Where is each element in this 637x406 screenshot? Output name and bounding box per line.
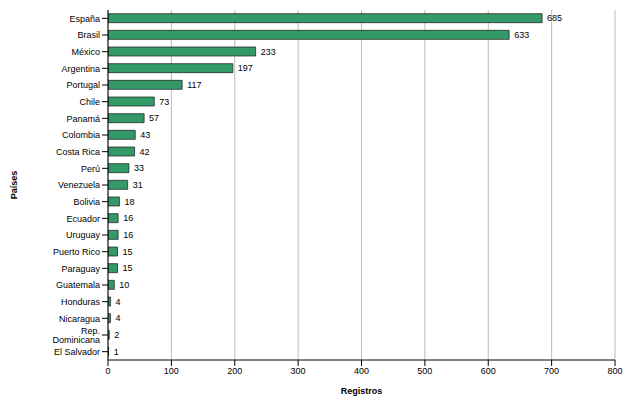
svg-text:Brasil: Brasil [77,30,100,40]
svg-text:18: 18 [124,197,134,207]
svg-text:400: 400 [354,366,369,376]
svg-text:Bolivia: Bolivia [73,197,100,207]
svg-text:15: 15 [123,247,133,257]
svg-text:Países: Países [9,171,19,200]
svg-text:Guatemala: Guatemala [56,280,100,290]
svg-text:Paraguay: Paraguay [61,264,100,274]
svg-text:300: 300 [291,366,306,376]
svg-text:700: 700 [544,366,559,376]
svg-text:233: 233 [261,47,276,57]
svg-text:16: 16 [123,213,133,223]
svg-text:1: 1 [114,347,119,357]
svg-text:633: 633 [514,30,529,40]
svg-text:57: 57 [149,113,159,123]
svg-text:31: 31 [133,180,143,190]
svg-text:33: 33 [134,163,144,173]
svg-text:43: 43 [140,130,150,140]
svg-text:Honduras: Honduras [61,297,101,307]
svg-text:Argentina: Argentina [61,64,100,74]
svg-text:16: 16 [123,230,133,240]
svg-text:100: 100 [164,366,179,376]
svg-text:España: España [69,14,100,24]
svg-text:500: 500 [417,366,432,376]
svg-text:10: 10 [119,280,129,290]
svg-text:Panamá: Panamá [66,114,100,124]
svg-text:2: 2 [114,330,119,340]
svg-text:0: 0 [105,366,110,376]
svg-text:Puerto Rico: Puerto Rico [53,247,100,257]
svg-text:Venezuela: Venezuela [58,180,100,190]
svg-text:Perú: Perú [81,164,100,174]
svg-text:800: 800 [607,366,622,376]
svg-text:Rep.Dominicana: Rep.Dominicana [52,326,100,345]
svg-text:Nicaragua: Nicaragua [59,314,100,324]
svg-text:4: 4 [116,297,121,307]
svg-text:México: México [71,47,100,57]
svg-text:42: 42 [140,147,150,157]
svg-text:15: 15 [123,263,133,273]
svg-text:Costa Rica: Costa Rica [56,147,100,157]
svg-text:Portugal: Portugal [66,80,100,90]
svg-text:117: 117 [187,80,201,90]
svg-text:685: 685 [547,13,562,23]
svg-text:73: 73 [159,97,169,107]
svg-text:Chile: Chile [79,97,100,107]
svg-text:200: 200 [227,366,242,376]
svg-text:4: 4 [116,313,121,323]
svg-text:600: 600 [481,366,496,376]
svg-text:Ecuador: Ecuador [66,214,100,224]
svg-text:Colombia: Colombia [62,130,100,140]
svg-text:Registros: Registros [341,386,383,396]
svg-text:El Salvador: El Salvador [54,347,100,357]
svg-text:197: 197 [238,63,253,73]
svg-text:Uruguay: Uruguay [66,230,101,240]
